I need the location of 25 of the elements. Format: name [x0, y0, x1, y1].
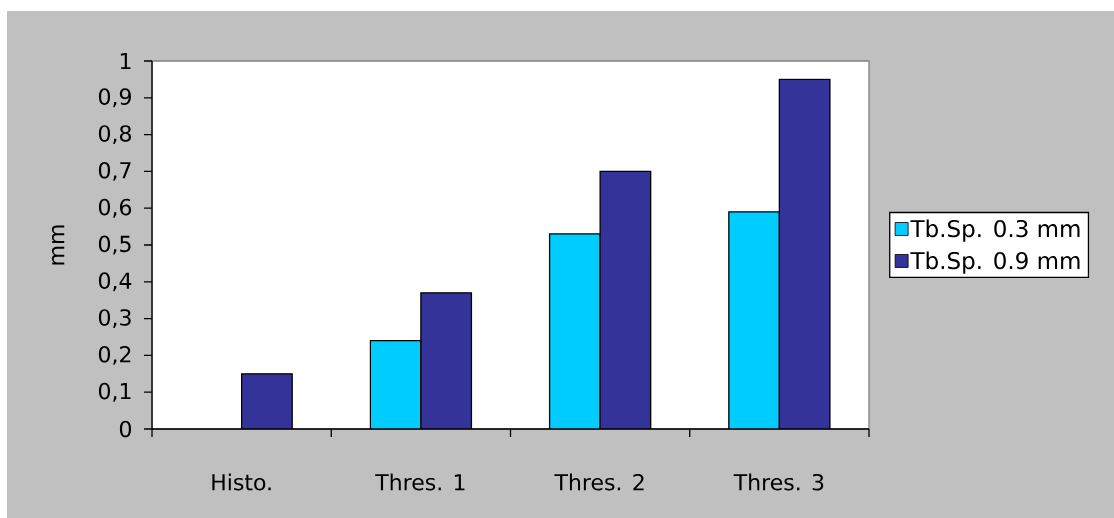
bar [549, 233, 601, 429]
x-tick-label: Histo. [212, 473, 271, 491]
legend-label: Tb.Sp. 0.3 mm [910, 219, 1080, 242]
legend-label: Tb.Sp. 0.9 mm [910, 251, 1080, 274]
y-tick-label: 0,7 [98, 161, 131, 181]
y-axis-title: mm [51, 225, 65, 265]
y-tick-label: 0,3 [98, 309, 131, 329]
y-tick-label: 0,4 [98, 272, 132, 292]
y-tick-label: 1 [120, 52, 131, 70]
bar [241, 373, 293, 429]
bar [778, 78, 831, 429]
y-tick-label: 0,8 [98, 125, 131, 145]
y-tick-label: 0,5 [98, 235, 131, 255]
bar [600, 171, 651, 429]
bar [728, 211, 781, 429]
x-tick-label: Thres. 1 [375, 473, 465, 491]
y-tick-label: 0,9 [98, 88, 131, 108]
x-tick-label: Thres. 3 [733, 473, 824, 491]
x-tick-label: Thres. 2 [554, 473, 644, 491]
bar [420, 292, 472, 429]
y-tick-label: 0,6 [98, 198, 132, 218]
bar [370, 340, 421, 429]
y-tick-label: 0,2 [98, 345, 131, 365]
y-tick-label: 0,1 [98, 382, 131, 402]
y-tick-label: 0 [119, 420, 132, 438]
